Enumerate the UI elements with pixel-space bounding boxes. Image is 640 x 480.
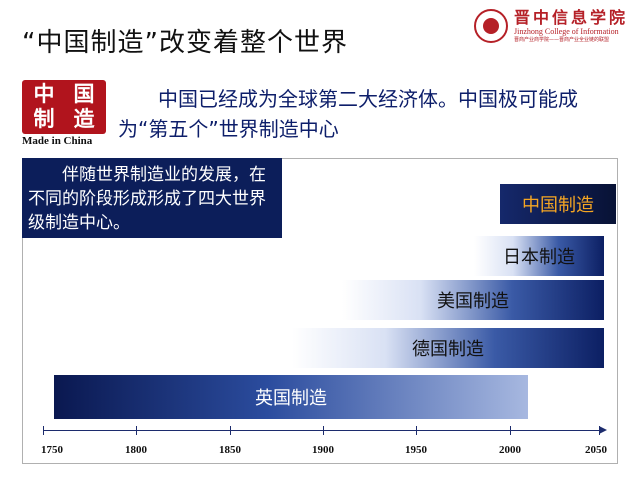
- timeline-axis: [43, 426, 607, 434]
- note-box: 伴随世界制造业的发展，在不同的阶段形成形成了四大世界级制造中心。: [22, 158, 282, 238]
- axis-tick: [599, 426, 600, 435]
- stamp-box: 中 国 制 造: [22, 80, 106, 134]
- bar-uk: 英国制造: [54, 375, 528, 419]
- bar-japan: 日本制造: [474, 236, 604, 276]
- college-seal-icon: [474, 9, 508, 43]
- stamp-caption: Made in China: [22, 135, 93, 147]
- bar-usa: 美国制造: [342, 280, 604, 320]
- logo-name-en: Jinzhong College of Information: [514, 26, 619, 36]
- axis-tick: [136, 426, 137, 435]
- axis-tick: [323, 426, 324, 435]
- axis-tick-label: 1950: [405, 444, 427, 456]
- axis-tick: [230, 426, 231, 435]
- bar-germany: 德国制造: [292, 328, 604, 368]
- lead-text: 中国已经成为全球第二大经济体。中国极可能成为“第五个”世界制造中心: [118, 87, 578, 141]
- stamp-char: 制: [33, 107, 55, 131]
- stamp-char: 中: [33, 82, 55, 106]
- logo-name-cn: 晋中信息学院: [514, 7, 629, 27]
- axis-tick-label: 1900: [312, 444, 334, 456]
- axis-tick: [43, 426, 44, 435]
- logo-text: 晋中信息学院 Jinzhong College of Information 晋…: [514, 7, 629, 44]
- axis-tick-label: 2000: [499, 444, 521, 456]
- made-in-china-stamp: 中 国 制 造 Made in China: [22, 80, 114, 150]
- slide-title: “中国制造”改变着整个世界: [22, 28, 348, 58]
- axis-tick-label: 2050: [585, 444, 607, 456]
- stamp-char: 国: [73, 82, 95, 106]
- stamp-char: 造: [73, 107, 95, 131]
- logo-slogan: 晋商产业商学院——晋商产业全业链的联盟: [514, 36, 610, 43]
- axis-tick: [416, 426, 417, 435]
- bar-china: 中国制造: [500, 184, 616, 224]
- axis-tick-label: 1850: [219, 444, 241, 456]
- college-logo: 晋中信息学院 Jinzhong College of Information 晋…: [474, 6, 634, 46]
- axis-tick-label: 1750: [41, 444, 63, 456]
- axis-tick: [510, 426, 511, 435]
- axis-tick-label: 1800: [125, 444, 147, 456]
